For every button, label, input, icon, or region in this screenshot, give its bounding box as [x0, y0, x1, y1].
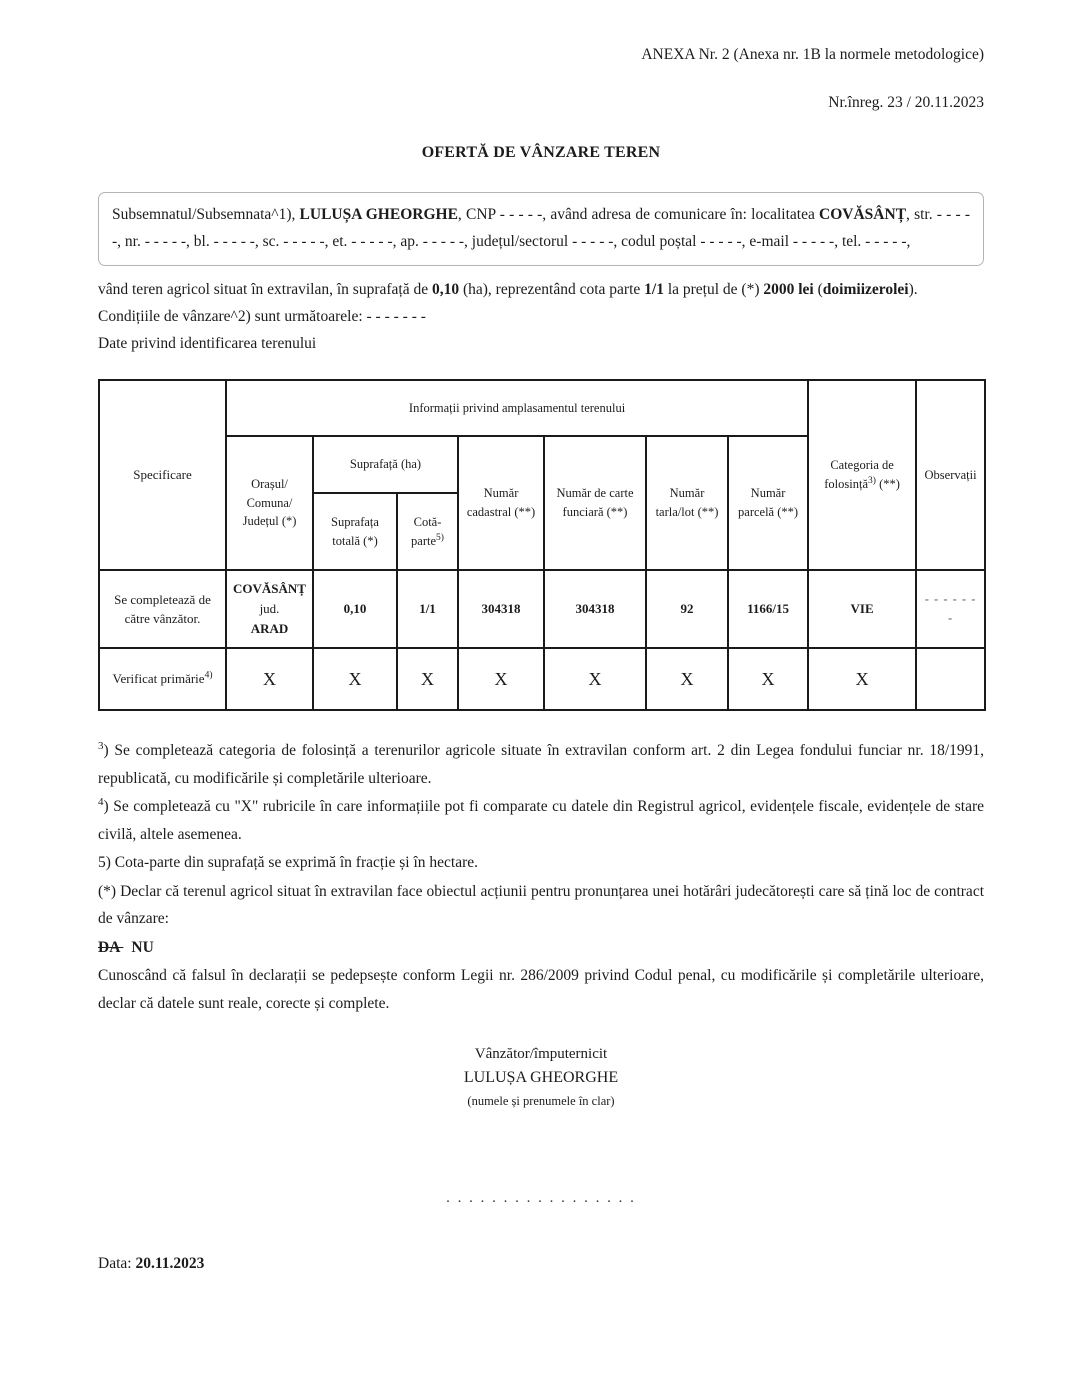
- col-header-suprafata-totala: Suprafața totală (*): [312, 492, 398, 571]
- footnote-4: 4) Se completează cu "X" rubricile în ca…: [98, 793, 984, 848]
- header-row-3: Suprafața totală (*) Cotă-parte5): [99, 492, 985, 571]
- declaration-star: (*) Declar că terenul agricol situat în …: [98, 882, 984, 928]
- cell-categoria: VIE: [807, 569, 918, 649]
- footnotes-section: 3) Se completează categoria de folosință…: [98, 737, 984, 1017]
- date-value: 20.11.2023: [135, 1255, 205, 1272]
- oras-line2: Comuna/: [246, 495, 293, 510]
- col-header-nr-carte: Număr de carte funciară (**): [543, 435, 647, 571]
- cell-locality-county: ARAD: [250, 621, 289, 637]
- sale-text-1: vând teren agricol situat în extravilan,…: [98, 281, 432, 298]
- seller-identity-box: Subsemnatul/Subsemnata^1), LULUȘA GHEORG…: [98, 192, 984, 266]
- verificat-mark-categoria: X: [807, 647, 918, 711]
- cota-parte-sup: 5): [436, 532, 444, 543]
- verificat-mark-oras: X: [225, 647, 314, 711]
- verificat-mark-carte: X: [543, 647, 647, 711]
- footnote-4-text: ) Se completează cu "X" rubricile în car…: [98, 798, 984, 843]
- ownership-share: 1/1: [644, 281, 664, 298]
- footnote-4-sup: 4: [98, 795, 104, 808]
- footnote-3-sup: 3: [98, 739, 104, 752]
- signature-note: (numele și prenumele în clar): [467, 1094, 615, 1108]
- sale-text-4: (: [813, 281, 823, 298]
- anexa-reference: ANEXA Nr. 2 (Anexa nr. 1B la normele met…: [641, 46, 984, 63]
- header-row-2: Orașul/ Comuna/ Județul (*) Suprafață (h…: [99, 435, 985, 571]
- signature-name: LULUȘA GHEORGHE: [463, 1069, 619, 1086]
- cell-locality: COVĂSÂNȚ jud. ARAD: [225, 569, 314, 649]
- subject-suffix: , str. - - - - -, nr. - - - - -, bl. - -…: [112, 206, 971, 250]
- col-header-nr-tarla: Număr tarla/lot (**): [645, 435, 729, 571]
- categoria-sup: 3): [868, 475, 876, 486]
- col-header-nr-parcela: Număr parcelă (**): [726, 435, 810, 571]
- document-date: Data: 20.11.2023: [98, 1255, 204, 1273]
- col-header-oras: Orașul/ Comuna/ Județul (*): [225, 435, 314, 571]
- seller-name: LULUȘA GHEORGHE: [299, 206, 458, 223]
- sale-statement: vând teren agricol situat în extravilan,…: [98, 276, 984, 303]
- verificat-data-row: Verificat primărie4) X X X X X X X X: [98, 647, 987, 711]
- da-option: DA: [98, 938, 124, 956]
- offer-intro: vând teren agricol situat în extravilan,…: [98, 276, 984, 357]
- col-header-info-amplasament: Informații privind amplasamentul terenul…: [224, 379, 810, 437]
- categoria-suffix: (**): [875, 477, 900, 491]
- penal-declaration: Cunoscând că falsul în declarații se ped…: [98, 967, 984, 1012]
- signature-dotted-line: . . . . . . . . . . . . . . . . .: [446, 1189, 636, 1206]
- cell-cota: 1/1: [396, 569, 459, 649]
- col-header-categoria: Categoria de folosință3) (**): [807, 379, 918, 571]
- seller-locality: COVĂSÂNȚ: [819, 206, 907, 223]
- document-title: OFERTĂ DE VÂNZARE TEREN: [421, 144, 661, 161]
- col-header-specificare: Specificare: [98, 379, 227, 571]
- col-header-observatii: Observații: [915, 379, 987, 571]
- sale-text-2: (ha), reprezentând cota parte: [459, 281, 645, 298]
- cell-suprafata: 0,10: [312, 569, 398, 649]
- cell-observatii: - - - - - - -: [915, 569, 987, 649]
- da-nu-choice: DA NU: [98, 934, 984, 962]
- oras-line1: Orașul/: [251, 476, 288, 491]
- conditions-line: Condițiile de vânzare^2) sunt următoarel…: [98, 308, 426, 325]
- cell-nr-parcela: 1166/15: [726, 569, 810, 649]
- col-header-cota-parte: Cotă-parte5): [396, 492, 459, 571]
- cell-locality-jud: jud.: [259, 600, 280, 616]
- header-row-1: Specificare Informații privind amplasame…: [98, 379, 987, 571]
- subject-mid: , CNP - - - - -, având adresa de comunic…: [457, 206, 820, 223]
- verificat-mark-cota: X: [396, 647, 459, 711]
- sale-price: 2000 lei: [763, 281, 814, 298]
- oras-line3: Județul (*): [242, 514, 297, 529]
- cell-locality-name: COVĂSÂNȚ: [233, 580, 306, 596]
- footnote-3: 3) Se completează categoria de folosință…: [98, 737, 984, 792]
- signature-role: Vânzător/împuternicit: [474, 1046, 608, 1062]
- verificat-mark-cadastral: X: [457, 647, 545, 711]
- seller-data-row: Se completează de către vânzător. COVĂSÂ…: [98, 569, 987, 649]
- signature-block: Vânzător/împuternicit LULUȘA GHEORGHE (n…: [98, 1047, 984, 1108]
- cell-nr-cadastral: 304318: [457, 569, 545, 649]
- subject-prefix: Subsemnatul/Subsemnata^1),: [112, 206, 300, 223]
- verificat-mark-suprafata: X: [312, 647, 398, 711]
- registration-number: Nr.înreg. 23 / 20.11.2023: [828, 94, 984, 111]
- verificat-row-label: Verificat primărie4): [98, 647, 227, 711]
- cell-nr-carte: 304318: [543, 569, 647, 649]
- footnote-5: 5) Cota-parte din suprafață se exprimă î…: [98, 854, 479, 871]
- land-area: 0,10: [431, 281, 460, 298]
- verificat-mark-tarla: X: [645, 647, 729, 711]
- cota-parte-label: Cotă-parte: [411, 514, 442, 548]
- categoria-label: Categoria de folosință: [824, 458, 894, 491]
- cell-nr-tarla: 92: [645, 569, 729, 649]
- verificat-mark-parcela: X: [726, 647, 810, 711]
- seller-row-label: Se completează de către vânzător.: [98, 569, 227, 649]
- nu-option: NU: [131, 938, 154, 956]
- verificat-label-sup: 4): [204, 670, 213, 681]
- identification-heading: Date privind identificarea terenului: [98, 335, 317, 352]
- land-identification-table: Specificare Informații privind amplasame…: [98, 379, 987, 711]
- verificat-label: Verificat primărie: [112, 671, 205, 687]
- date-label: Data:: [98, 1255, 136, 1272]
- verificat-observatii-empty: [915, 647, 987, 711]
- col-header-nr-cadastral: Număr cadastral (**): [457, 435, 545, 571]
- col-header-suprafata-group: Suprafață (ha): [312, 435, 459, 494]
- price-in-words: doimiizerolei: [822, 281, 909, 298]
- footnote-3-text: ) Se completează categoria de folosință …: [98, 742, 984, 787]
- sale-text-3: la prețul de (*): [663, 281, 764, 298]
- sale-text-5: ).: [908, 281, 918, 298]
